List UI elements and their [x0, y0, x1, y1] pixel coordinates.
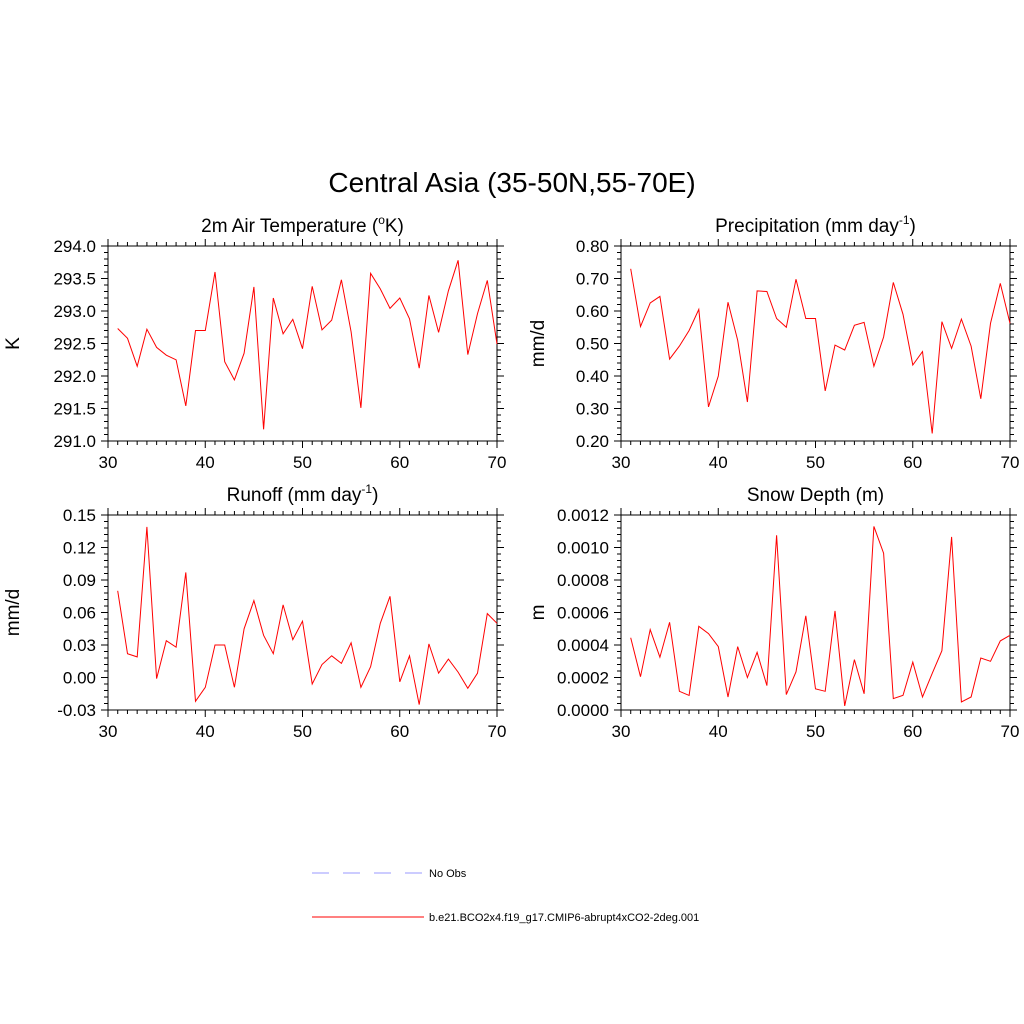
series-line — [630, 268, 1011, 434]
x-tick-label: 50 — [293, 453, 312, 472]
y-tick-label: 293.5 — [53, 270, 96, 289]
y-tick-label: 0.12 — [63, 539, 96, 558]
y-tick-label: 0.06 — [63, 604, 96, 623]
x-tick-label: 60 — [390, 722, 409, 741]
y-tick-label: 293.0 — [53, 302, 96, 321]
x-tick-label: 70 — [488, 722, 507, 741]
y-tick-label: 292.0 — [53, 367, 96, 386]
x-tick-label: 30 — [99, 722, 118, 741]
y-tick-label: 0.00 — [63, 669, 96, 688]
panel-title-text: Runoff (mm day — [227, 485, 362, 506]
y-axis-label: mm/d — [528, 320, 549, 368]
y-tick-label: 0.70 — [576, 270, 609, 289]
panel-title-superscript: -1 — [899, 213, 910, 227]
x-tick-label: 30 — [612, 453, 631, 472]
panel-title: Runoff (mm day-1) — [227, 482, 379, 506]
y-tick-label: 291.0 — [53, 432, 96, 451]
series-line — [117, 526, 498, 705]
x-tick-label: 70 — [1001, 453, 1020, 472]
panel-title: Snow Depth (m) — [747, 485, 884, 506]
x-tick-label: 50 — [806, 453, 825, 472]
panel-title-end: K) — [385, 216, 404, 237]
y-tick-label: 0.15 — [63, 506, 96, 525]
series-line — [117, 260, 498, 430]
panel-2: 30 40 50 60 70 0.20 0.30 0.40 0.50 0.60 0.70 0.80 Pr… — [528, 213, 1019, 472]
panel-title-end: ) — [910, 216, 916, 237]
x-tick-label: 60 — [903, 453, 922, 472]
y-tick-label: 0.60 — [576, 302, 609, 321]
panel-title-text: Precipitation (mm day — [715, 216, 899, 237]
y-tick-label: 0.0008 — [557, 571, 609, 590]
y-tick-label: 0.0000 — [557, 701, 609, 720]
x-tick-label: 40 — [196, 453, 215, 472]
y-tick-label: 0.50 — [576, 335, 609, 354]
y-tick-label: 292.5 — [53, 335, 96, 354]
x-tick-label: 40 — [709, 722, 728, 741]
panel-title-superscript: o — [378, 213, 385, 227]
panel-1: 30 40 50 60 70 291.0 291.5 292.0 292.5 293.0 293.5… — [3, 213, 506, 472]
y-tick-label: 294.0 — [53, 237, 96, 256]
y-tick-label: 0.30 — [576, 400, 609, 419]
panel-4: 30 40 50 60 70 0.0000 0.0002 0.0004 0.0006 0.0008… — [528, 485, 1019, 741]
plot-frame — [620, 245, 1011, 442]
x-tick-label: 30 — [612, 722, 631, 741]
y-tick-label: 0.40 — [576, 367, 609, 386]
legend: No Obs b.e21.BCO2x4.f19_g17.CMIP6-abrupt4… — [312, 868, 699, 924]
y-axis-label: K — [3, 337, 24, 350]
y-tick-label: 0.0012 — [557, 506, 609, 525]
y-tick-label: 0.0006 — [557, 604, 609, 623]
y-tick-label: 0.09 — [63, 571, 96, 590]
y-tick-label: 0.0002 — [557, 669, 609, 688]
plot-frame — [107, 514, 498, 711]
main-title: Central Asia (35-50N,55-70E) — [328, 167, 695, 198]
x-tick-label: 50 — [806, 722, 825, 741]
y-tick-label: 0.80 — [576, 237, 609, 256]
x-tick-label: 40 — [196, 722, 215, 741]
x-tick-label: 70 — [488, 453, 507, 472]
y-tick-label: 0.20 — [576, 432, 609, 451]
panel-3: 30 40 50 60 70 -0.03 0.00 0.03 0.06 0.09 0.12 0.15 R… — [3, 482, 506, 741]
x-tick-label: 70 — [1001, 722, 1020, 741]
panel-title: 2m Air Temperature (oK) — [201, 213, 404, 237]
y-tick-label: 0.03 — [63, 636, 96, 655]
plot-frame — [107, 245, 498, 442]
panel-title-superscript: -1 — [361, 482, 372, 496]
legend-label-2: b.e21.BCO2x4.f19_g17.CMIP6-abrupt4xCO2-2… — [429, 912, 699, 924]
x-tick-label: 30 — [99, 453, 118, 472]
y-tick-label: 0.0004 — [557, 636, 609, 655]
y-axis-label: mm/d — [3, 589, 24, 637]
panel-title-text: 2m Air Temperature ( — [201, 216, 379, 237]
y-tick-label: -0.03 — [57, 701, 96, 720]
x-tick-label: 40 — [709, 453, 728, 472]
y-tick-label: 0.0010 — [557, 539, 609, 558]
series-line — [630, 526, 1011, 707]
panel-title: Precipitation (mm day-1) — [715, 213, 916, 237]
y-tick-label: 291.5 — [53, 400, 96, 419]
panels: 30 40 50 60 70 291.0 291.5 292.0 292.5 293.0 293.5… — [3, 213, 1019, 741]
legend-label-1: No Obs — [429, 868, 467, 880]
y-axis-label: m — [528, 605, 549, 621]
x-tick-label: 60 — [903, 722, 922, 741]
x-tick-label: 60 — [390, 453, 409, 472]
panel-title-text: Snow Depth (m) — [747, 485, 884, 506]
x-tick-label: 50 — [293, 722, 312, 741]
panel-title-end: ) — [372, 485, 378, 506]
